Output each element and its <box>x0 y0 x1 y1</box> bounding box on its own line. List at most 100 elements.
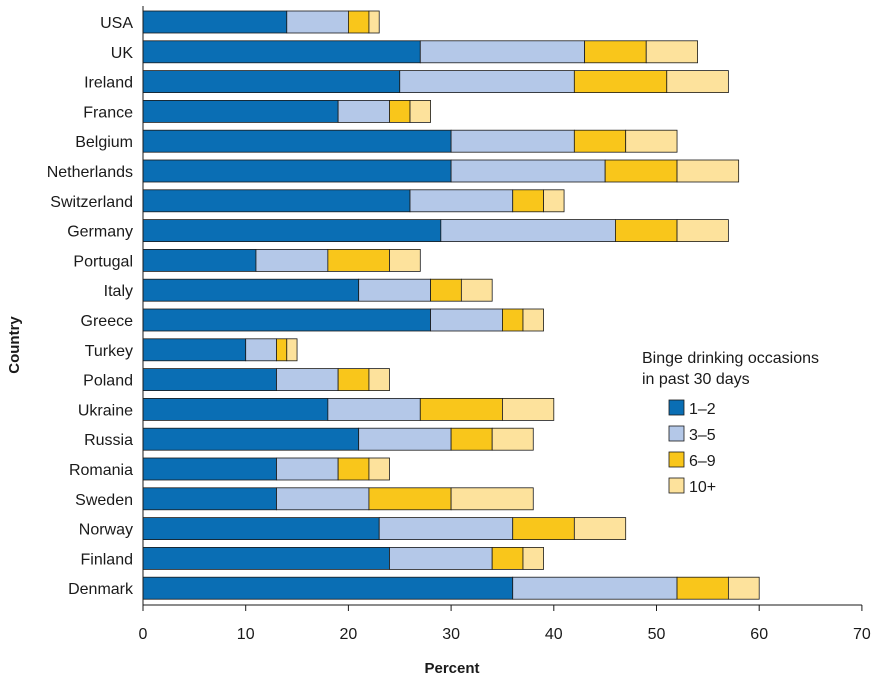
bar-norway-series-2 <box>512 517 575 540</box>
y-tick-label: France <box>83 104 133 121</box>
bar-netherlands-series-1 <box>450 159 606 183</box>
y-tick-label: Portugal <box>73 253 133 270</box>
bar-ireland-series-1 <box>399 70 575 93</box>
bar-finland-series-3 <box>522 547 544 570</box>
bar-usa-series-1 <box>286 10 349 34</box>
legend-swatch <box>668 425 685 442</box>
bar-france-series-0 <box>142 100 339 123</box>
y-tick-label: USA <box>100 15 133 32</box>
bar-usa-series-0 <box>142 10 288 34</box>
bar-netherlands-series-2 <box>604 159 678 183</box>
bar-uk-series-0 <box>142 40 421 64</box>
y-tick-label: Netherlands <box>47 164 133 181</box>
bar-netherlands-series-0 <box>142 159 452 183</box>
bar-sweden-series-1 <box>276 487 370 511</box>
bar-russia-series-0 <box>142 427 360 451</box>
bar-denmark-series-1 <box>512 576 678 600</box>
bar-germany-series-0 <box>142 219 442 243</box>
x-tick-label: 50 <box>648 626 666 643</box>
bar-france-series-2 <box>389 100 411 123</box>
bar-belgium-series-2 <box>573 129 627 153</box>
bar-switzerland-series-2 <box>512 189 544 213</box>
bar-germany-series-3 <box>676 219 729 243</box>
bar-italy-series-2 <box>430 278 462 302</box>
legend-swatch <box>668 477 685 494</box>
bar-greece-series-1 <box>430 308 503 332</box>
x-tick-label: 30 <box>442 626 460 643</box>
bar-belgium-series-0 <box>142 129 452 153</box>
bar-italy-series-3 <box>460 278 493 302</box>
bar-romania-series-2 <box>337 457 370 481</box>
y-axis-title: Country <box>6 316 23 374</box>
y-tick-label: Denmark <box>68 581 134 598</box>
bar-sweden-series-3 <box>450 487 534 511</box>
bar-italy-series-0 <box>142 278 360 302</box>
legend-label: 10+ <box>689 479 716 496</box>
bar-poland-series-1 <box>276 368 339 392</box>
bar-poland-series-3 <box>368 368 390 392</box>
y-tick-label: Poland <box>83 373 133 390</box>
bar-turkey-series-1 <box>245 338 277 362</box>
legend-label: 3–5 <box>689 427 716 444</box>
bar-ireland-series-3 <box>666 70 729 93</box>
bar-greece-series-2 <box>502 308 524 332</box>
y-tick-labels: USA UK Ireland France Belgium Netherlands Swit… <box>47 15 134 598</box>
bar-belgium-series-3 <box>625 129 678 153</box>
y-tick-label: Russia <box>84 432 133 449</box>
legend-title: in past 30 days <box>642 371 750 388</box>
bar-russia-series-3 <box>491 427 534 451</box>
y-tick-label: Greece <box>81 313 134 330</box>
bar-netherlands-series-3 <box>676 159 740 183</box>
bar-romania-series-0 <box>142 457 277 481</box>
bar-poland-series-2 <box>337 368 370 392</box>
bar-germany-series-2 <box>615 219 678 243</box>
bar-sweden-series-2 <box>368 487 452 511</box>
y-tick-label: UK <box>111 45 134 62</box>
bar-france-series-3 <box>409 100 431 123</box>
x-axis-title: Percent <box>424 660 479 677</box>
bar-denmark-series-0 <box>142 576 514 600</box>
legend-label: 1–2 <box>689 401 716 418</box>
y-tick-label: Germany <box>67 224 133 241</box>
bar-norway-series-0 <box>142 517 380 540</box>
bar-poland-series-0 <box>142 368 277 392</box>
x-tick-label: 40 <box>545 626 563 643</box>
legend: Binge drinking occasions in past 30 days 1… <box>642 350 819 496</box>
legend-label: 6–9 <box>689 453 716 470</box>
bar-portugal-series-0 <box>142 248 257 272</box>
bar-switzerland-series-0 <box>142 189 411 213</box>
bar-ireland-series-2 <box>573 70 668 93</box>
x-axis: 0 10 20 30 40 50 60 70 <box>139 6 871 643</box>
bar-denmark-series-3 <box>727 576 760 600</box>
bar-greece-series-0 <box>142 308 431 332</box>
bar-portugal-series-2 <box>327 248 390 272</box>
y-tick-label: Norway <box>79 522 133 539</box>
x-tick-label: 20 <box>340 626 358 643</box>
bar-ukraine-series-3 <box>502 397 555 421</box>
bar-belgium-series-1 <box>450 129 575 153</box>
legend-title: Binge drinking occasions <box>642 350 819 367</box>
y-tick-label: Sweden <box>75 492 133 509</box>
y-tick-label: Belgium <box>75 134 133 151</box>
bar-sweden-series-0 <box>142 487 277 511</box>
bar-portugal-series-1 <box>255 248 329 272</box>
bar-romania-series-3 <box>368 457 390 481</box>
bar-norway-series-1 <box>378 517 514 540</box>
bar-turkey-series-0 <box>142 338 247 362</box>
bar-ukraine-series-2 <box>419 397 503 421</box>
y-tick-label: Finland <box>81 551 133 568</box>
bar-usa-series-3 <box>368 10 380 34</box>
bar-finland-series-2 <box>491 547 524 570</box>
y-tick-label: Romania <box>69 462 133 479</box>
bar-uk-series-1 <box>419 40 586 64</box>
bar-usa-series-2 <box>347 10 370 34</box>
bar-ukraine-series-1 <box>327 397 421 421</box>
bar-uk-series-3 <box>645 40 698 64</box>
legend-swatch <box>668 399 685 416</box>
x-tick-label: 0 <box>139 626 148 643</box>
bar-ukraine-series-0 <box>142 397 329 421</box>
bar-germany-series-1 <box>440 219 616 243</box>
x-tick-label: 10 <box>237 626 255 643</box>
y-tick-label: Turkey <box>85 343 133 360</box>
